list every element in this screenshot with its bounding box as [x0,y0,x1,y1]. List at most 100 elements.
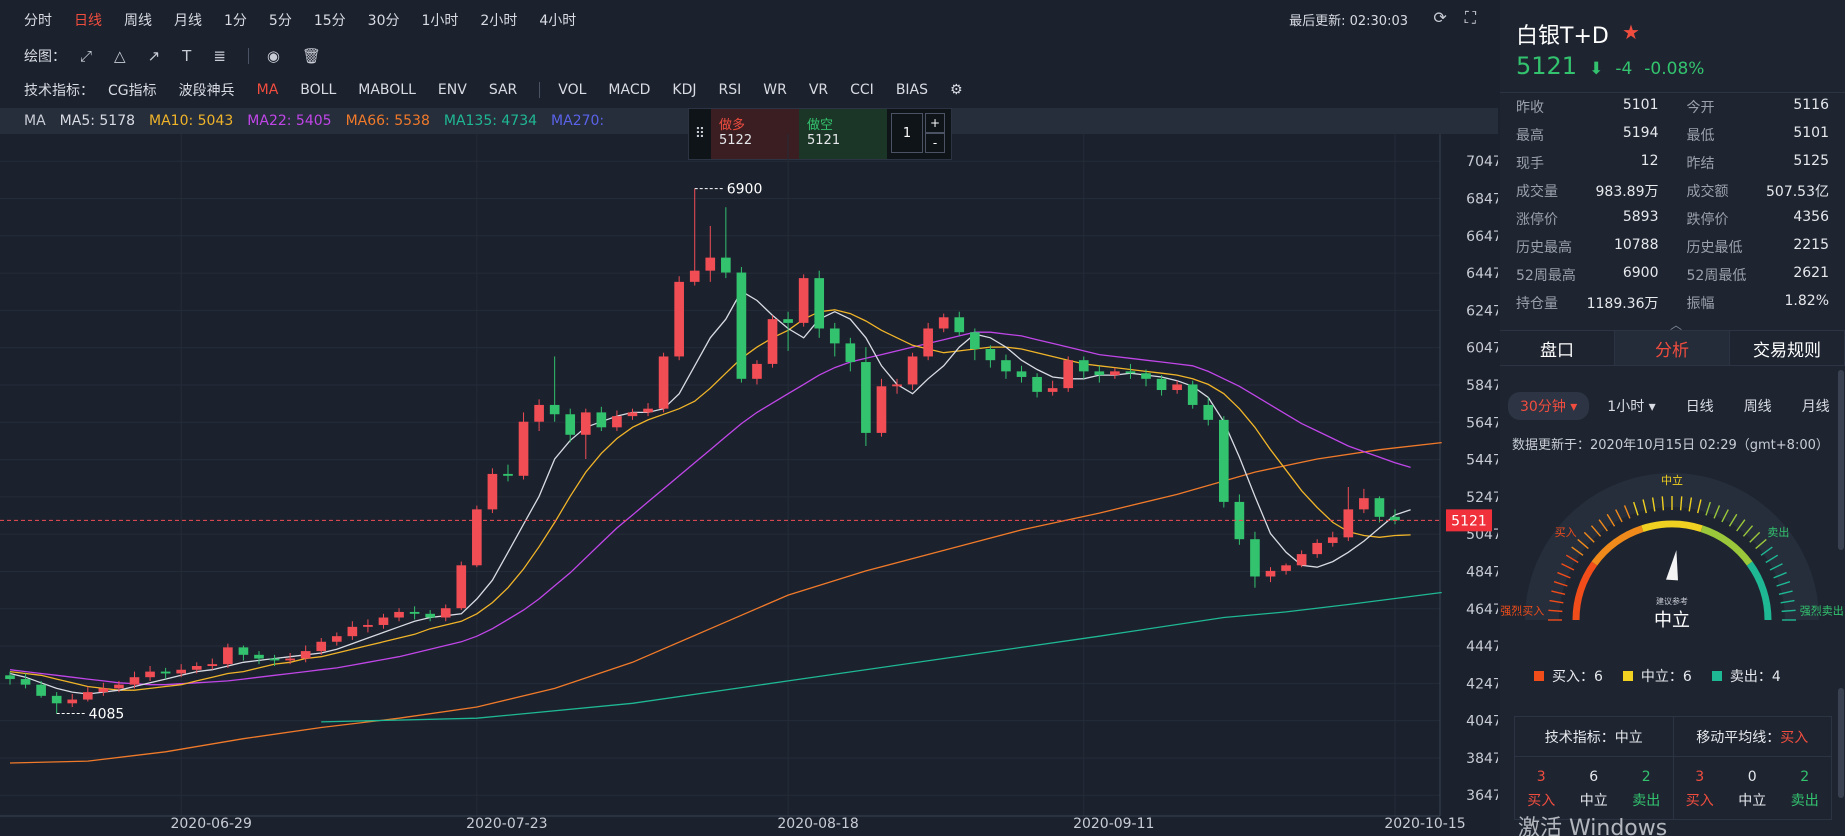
candlestick-chart[interactable]: 7047 6847 6647 6447 6247 6047 5847 5647 5447 5247… [0,134,1498,836]
period-tab[interactable]: 周线 [124,13,152,29]
y-tick-label: 6047 [1466,341,1498,357]
ma22-line [9,331,1411,686]
period-tab[interactable]: 月线 [174,13,202,29]
fibonacci-icon[interactable]: ≣ [213,47,226,65]
y-tick-label: 4847 [1466,564,1498,580]
quote-label: 历史最高 [1516,240,1572,256]
candle [425,610,435,622]
indicator-main[interactable]: SAR [488,82,518,98]
period-tab[interactable]: 15分 [313,13,346,29]
eye-icon[interactable]: ◉ [266,47,280,65]
summary-count: 0 [1747,769,1757,785]
trash-icon[interactable]: 🗑 [301,47,322,65]
quote-cell: 52周最高 6900 [1516,265,1673,285]
period-tab[interactable]: 4小时 [539,13,577,29]
side-tab[interactable]: 交易规则 [1730,331,1845,365]
candle [970,328,980,361]
collapse-caret-icon[interactable]: ︿ [1670,318,1683,332]
gauge-tick [1749,531,1761,543]
scrollbar[interactable] [1838,370,1844,550]
candle [1296,550,1307,568]
analysis-period[interactable]: 月线 [1801,399,1830,415]
period-tab[interactable]: 1分 [224,13,247,29]
sell-short-button[interactable]: 做空 5121 [799,109,887,159]
quote-label: 持仓量 [1516,296,1558,312]
quantity-input[interactable]: 1 [891,113,923,153]
analysis-period[interactable]: 周线 [1743,399,1772,415]
side-tab[interactable]: 分析 [1615,331,1730,365]
indicator-main[interactable]: CG指标 [108,83,157,99]
candle [5,671,15,685]
chart-panel: 分时 日线 周线 月线 1分 5分 15分 30分 1小时 2小时 4小时 最后更新: 02:30:… [0,8,1498,836]
indicator-main[interactable]: ENV [437,82,467,98]
candle [596,406,607,432]
increase-button[interactable]: + [925,113,945,133]
analysis-period[interactable]: 30分钟 ▾ [1508,392,1590,420]
quote-value: 5893 [1622,209,1659,225]
indicator-sub[interactable]: WR [763,82,787,98]
ma-value: MA5: 5178 [59,113,136,129]
side-tab[interactable]: 盘口 [1500,331,1615,365]
quote-cell: 今开 5116 [1673,97,1830,117]
period-tab[interactable]: 30分 [367,13,400,29]
decrease-button[interactable]: - [925,133,945,153]
drag-handle-icon[interactable]: ⠿ [694,126,706,142]
candle [876,378,887,437]
indicator-sub[interactable]: CCI [850,82,874,98]
gauge-tick [1565,554,1579,564]
indicator-sub[interactable]: BIAS [895,82,929,98]
candle [1172,380,1182,394]
indicator-main[interactable]: MABOLL [358,82,416,98]
indicator-main[interactable]: BOLL [300,82,337,98]
gauge-value: 中立 [1654,610,1690,631]
price-row: 5121 ⬇ -4 -0.08% [1516,52,1704,80]
refresh-icon[interactable]: ⟳ [1433,8,1447,27]
text-icon[interactable]: T [182,47,192,65]
candle [1001,354,1011,379]
trend-line-icon[interactable]: ⤢ [80,47,93,65]
indicator-main[interactable]: MA [256,82,279,98]
analysis-period[interactable]: 1小时 ▾ [1607,399,1656,415]
quote-value: 2215 [1793,237,1829,253]
quote-value: 1189.36万 [1586,296,1659,312]
indicator-settings-icon[interactable]: ⚙ [950,82,963,98]
candle [1281,563,1291,575]
indicator-main[interactable]: 波段神兵 [178,83,235,99]
quote-cell: 52周最低 2621 [1673,265,1830,285]
fullscreen-icon[interactable]: ⛶ [1464,8,1476,27]
gauge-tick [1696,499,1702,514]
indicator-sub[interactable]: VOL [558,82,587,98]
x-tick-label: 2020-08-18 [777,816,858,832]
period-tab[interactable]: 1小时 [421,13,459,29]
gauge-tick [1551,590,1566,596]
summary-cell: 6 中立 [1568,765,1621,813]
side-tabs: 盘口 分析 交易规则 [1500,330,1845,366]
indicator-sub[interactable]: VR [808,82,829,98]
analysis-period[interactable]: 日线 [1685,399,1714,415]
period-tab[interactable]: 5分 [268,13,292,29]
favorite-star-icon[interactable]: ★ [1622,20,1640,44]
buy-long-button[interactable]: 做多 5122 [711,109,799,159]
ma135-line [321,591,1442,723]
triangle-icon[interactable]: △ [114,47,126,65]
summary-cell: 2 卖出 [1779,765,1832,813]
arrow-icon[interactable]: ↗ [147,47,161,65]
indicator-sub[interactable]: KDJ [672,82,697,98]
gauge-tick [1590,525,1602,537]
scrollbar-lower[interactable] [1838,688,1844,798]
indicator-sub[interactable]: RSI [718,82,742,98]
period-tab[interactable]: 2小时 [480,13,518,29]
gauge-tick [1776,581,1791,587]
period-tab[interactable]: 日线 [74,13,102,29]
gauge-arc [1641,520,1703,533]
period-tab[interactable]: 分时 [24,13,52,29]
gauge-tick [1606,513,1616,527]
summary-body: 3 买入 6 中立 2 卖出 [1515,757,1673,813]
data-updated: 数据更新于：2020年10月15日 02:29（gmt+8:00） [1512,438,1829,453]
indicator-sub[interactable]: MACD [608,82,651,98]
candle [1047,380,1058,396]
gauge-arc [1572,561,1598,621]
candle [176,664,187,678]
candle [752,360,762,385]
